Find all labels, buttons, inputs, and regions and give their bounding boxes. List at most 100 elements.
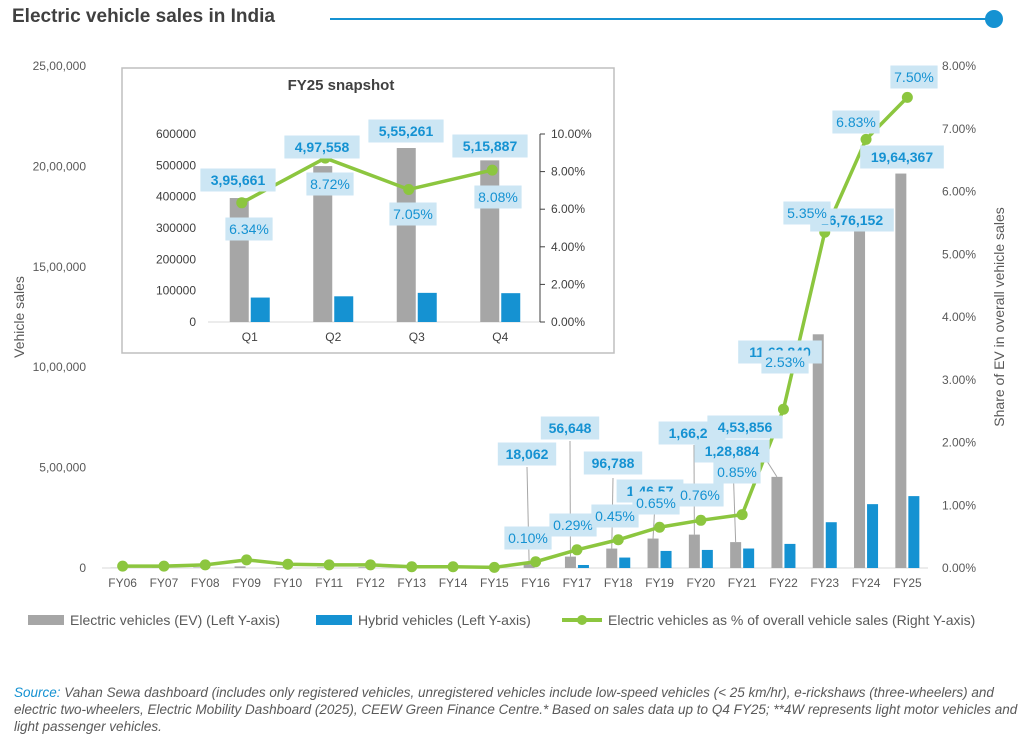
source-text: Vahan Sewa dashboard (includes only regi… [14,685,1018,734]
inset-x-tick: Q4 [492,330,508,344]
hybrid-bar [660,550,672,568]
ev-share-point [117,560,129,572]
ev-value-label-box [810,208,894,232]
ev-value-label: 1,28,884 [705,443,760,459]
x-tick-label: FY15 [480,576,509,590]
legend-ev: Electric vehicles (EV) (Left Y-axis) [28,612,280,628]
inset-ev-bar [229,198,249,322]
share-value-label: 0.85% [717,464,757,480]
ev-share-point [199,559,211,571]
share-value-label: 0.29% [553,517,593,533]
inset-right-tick: 6.00% [551,202,585,216]
inset-hybrid-bar [334,296,354,322]
share-value-label: 5.35% [787,205,827,221]
inset-share-value-label-box [474,185,522,209]
inset-ev-bar [396,148,416,322]
ev-bar [854,231,866,568]
ev-value-label: 19,64,367 [871,149,933,165]
title-rule [330,18,990,20]
ev-share-point [571,544,583,556]
x-tick-label: FY17 [563,576,592,590]
share-value-label: 6.83% [836,114,876,130]
ev-value-label-box [540,416,600,440]
left-tick-label: 20,00,000 [33,159,87,173]
ev-share-point [488,561,500,573]
x-tick-label: FY13 [397,576,426,590]
left-tick-label: 10,00,000 [33,360,87,374]
x-tick-label: FY10 [274,576,303,590]
hybrid-bar [908,496,920,568]
x-tick-label: FY16 [521,576,550,590]
right-tick-label: 0.00% [942,561,976,575]
inset-frame [121,67,615,354]
legend-ev-swatch [28,615,64,625]
ev-bar [234,566,246,568]
x-tick-label: FY08 [191,576,220,590]
ev-share-point [323,559,335,571]
ev-value-label: 16,76,152 [821,212,883,228]
x-tick-label: FY19 [645,576,674,590]
ev-bar [358,567,370,568]
source-label: Source: [14,685,61,700]
share-value-label-box [761,350,809,374]
x-tick-label: FY21 [728,576,757,590]
inset-ev-value-label: 3,95,661 [211,172,266,188]
legend-hybrid: Hybrid vehicles (Left Y-axis) [316,612,531,628]
ev-bar [688,534,700,568]
ev-share-point [695,514,707,526]
inset-share-point [486,164,498,176]
share-value-label: 0.65% [636,495,676,511]
x-tick-label: FY09 [232,576,261,590]
x-tick-label: FY18 [604,576,633,590]
share-value-label: 0.45% [595,508,635,524]
ev-share-point [406,561,418,573]
inset-left-tick: 100000 [156,284,196,298]
title-dot [985,10,1003,28]
right-tick-label: 4.00% [942,310,976,324]
share-value-label-box [713,460,761,484]
inset-ev-bar [480,160,500,322]
inset-right-tick: 4.00% [551,240,585,254]
hybrid-bar [784,543,796,568]
inset-x-tick: Q3 [409,330,425,344]
ev-value-label: 56,648 [549,420,592,436]
legend-share-label: Electric vehicles as % of overall vehicl… [608,612,976,628]
ev-value-label-box [583,451,643,475]
ev-share-point [612,534,624,546]
ev-bar [193,567,205,568]
ev-value-label: 1,66,28 [669,425,716,441]
ev-bar [606,548,618,568]
share-value-label: 0.76% [680,487,720,503]
share-value-label-box [504,526,552,550]
hybrid-bar [743,548,755,568]
share-value-label-box [676,483,724,507]
inset-right-tick: 8.00% [551,165,585,179]
hybrid-bar [825,522,837,568]
legend-share: Electric vehicles as % of overall vehicl… [562,612,975,628]
ev-bar [771,476,783,568]
ev-bar [317,567,329,568]
legend-share-swatch [562,615,602,625]
ev-bar [730,542,742,568]
legend-hybrid-swatch [316,615,352,625]
right-tick-label: 3.00% [942,373,976,387]
share-value-label: 0.10% [508,530,548,546]
right-tick-label: 7.00% [942,122,976,136]
ev-sales-chart: 0 5,00,000 10,00,000 15,00,000 20,00,000 25,0… [11,59,1007,590]
ev-bar [812,334,824,568]
inset-ev-value-label-box [200,168,276,192]
ev-share-point [364,559,376,571]
ev-bar [523,564,535,568]
ev-share-point [777,403,789,415]
ev-bar [647,538,659,568]
ev-value-label: 18,062 [506,446,549,462]
chart-title: Electric vehicle sales in India [12,6,275,27]
inset-hybrid-bar [250,297,270,322]
inset-share-value-label-box [225,217,273,241]
ev-value-label: 96,788 [592,455,635,471]
inset-left-tick: 400000 [156,190,196,204]
inset-hybrid-bar [501,293,521,322]
ev-share-point [241,554,253,566]
share-value-label-box [890,65,938,89]
right-tick-label: 8.00% [942,59,976,73]
